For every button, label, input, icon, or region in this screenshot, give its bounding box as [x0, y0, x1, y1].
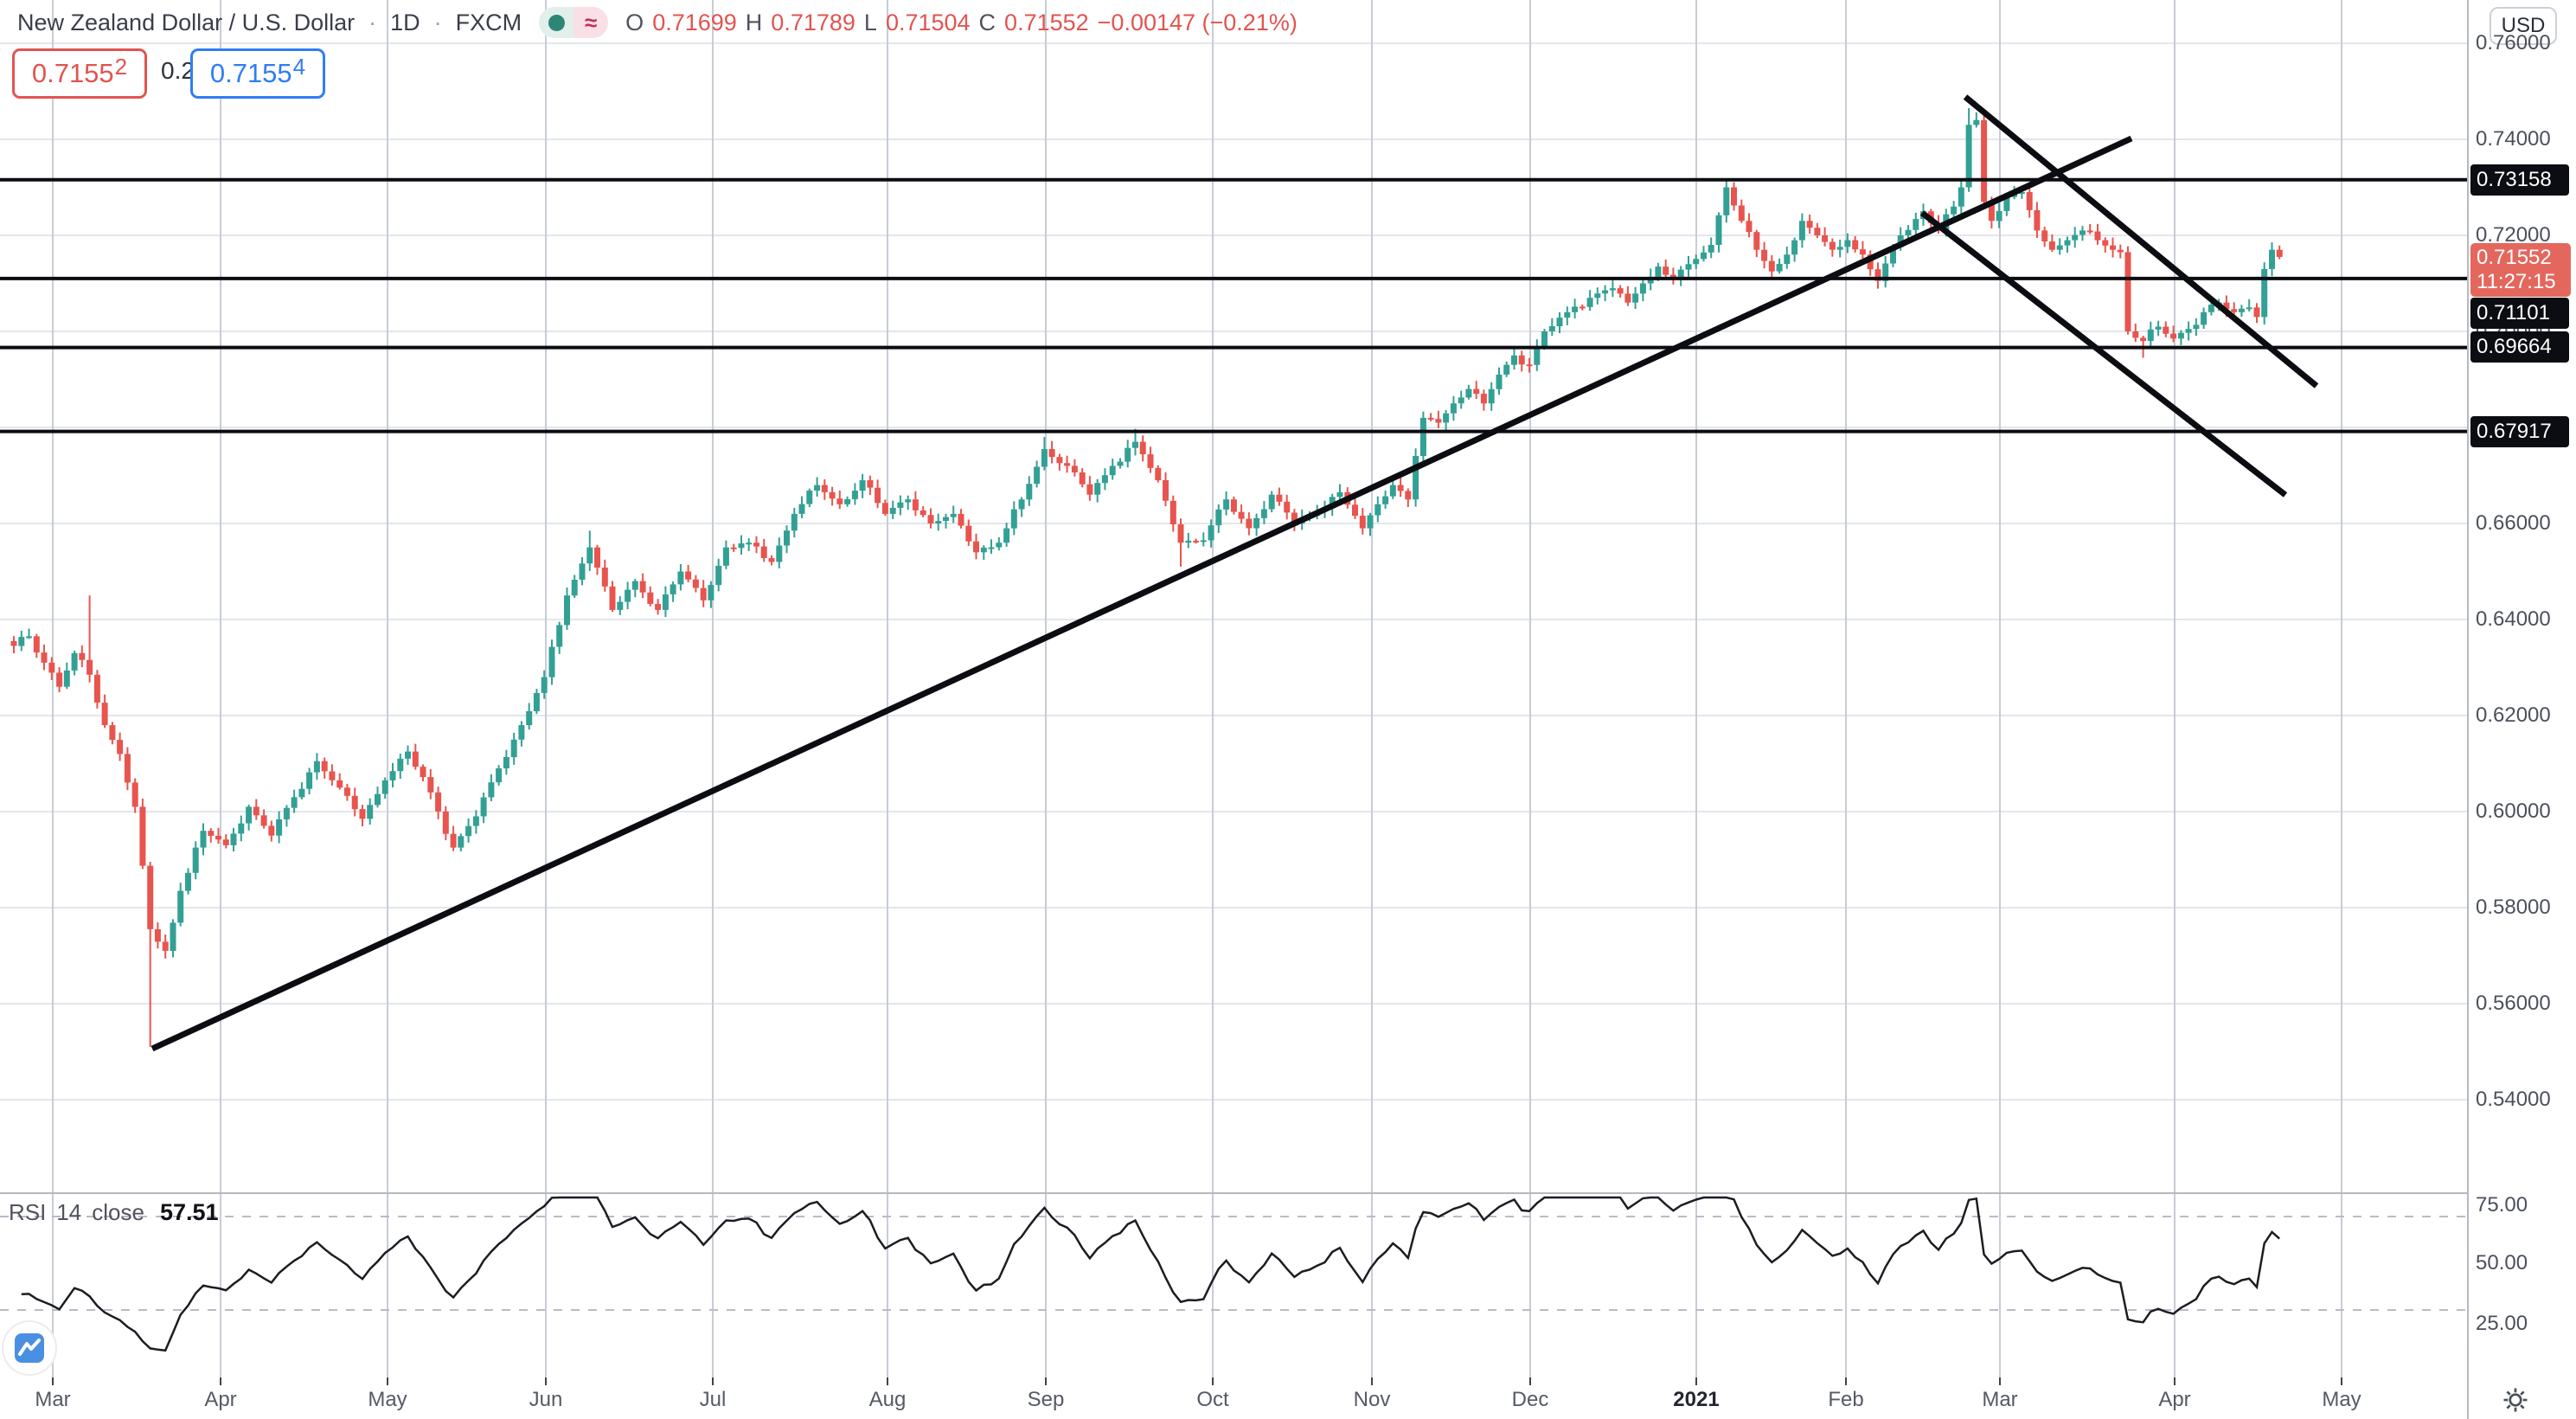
rsi-header[interactable]: RSI 14 close 57.51: [9, 1199, 219, 1226]
sell-price-button[interactable]: 0.7155 2: [12, 48, 147, 99]
settings-gear-icon[interactable]: [2500, 1384, 2531, 1416]
title-separator: ·: [433, 9, 442, 35]
bid-price: 0.7155: [31, 58, 114, 88]
price-level-tag: 0.73158: [2470, 164, 2569, 196]
close-label: C: [978, 9, 996, 35]
delayed-data-icon: ≈: [574, 7, 609, 38]
price-level-tag: 0.71101: [2470, 298, 2569, 329]
time-axis-label: Apr: [204, 1388, 237, 1411]
title-separator: ·: [368, 9, 377, 35]
price-level-tag: 0.67917: [2470, 416, 2569, 447]
rsi-source: close: [92, 1199, 144, 1225]
time-axis-tickmark: [1695, 1377, 1697, 1385]
market-open-dot-icon: [548, 14, 565, 31]
time-axis-tickmark: [1045, 1377, 1047, 1385]
buy-price-button[interactable]: 0.7155 4: [190, 48, 325, 99]
high-label: H: [745, 9, 763, 35]
open-label: O: [625, 9, 644, 35]
time-axis[interactable]: Mar Apr May Jun Jul Aug Sep Oct Nov Dec 2021 Feb Mar…: [0, 1377, 2467, 1419]
symbol-header: New Zealand Dollar / U.S. Dollar · 1D · …: [17, 7, 1298, 38]
time-axis-label: May: [2322, 1388, 2361, 1411]
time-axis-label: Mar: [35, 1388, 71, 1411]
price-axis-tick: 25.00: [2476, 1312, 2528, 1335]
rsi-length: 14: [56, 1199, 82, 1225]
time-axis-label: Mar: [1982, 1388, 2018, 1411]
time-axis-tickmark: [1529, 1377, 1531, 1385]
time-axis-label: Jul: [699, 1388, 727, 1411]
interval-label[interactable]: 1D: [390, 9, 420, 35]
price-axis-tick: 0.64000: [2476, 607, 2551, 631]
time-axis-label: Apr: [2158, 1388, 2191, 1411]
price-axis-tick: 0.76000: [2476, 31, 2551, 55]
mountain-chart-icon: [15, 1333, 44, 1363]
time-axis-label: Jun: [529, 1388, 563, 1411]
time-axis-tickmark: [887, 1377, 888, 1385]
bar-countdown: 11:27:15: [2477, 270, 2556, 293]
time-axis-tickmark: [52, 1377, 54, 1385]
exchange-label[interactable]: FXCM: [455, 9, 522, 35]
time-axis-tickmark: [1212, 1377, 1214, 1385]
pane-divider[interactable]: [0, 1192, 2576, 1194]
time-axis-tickmark: [220, 1377, 221, 1385]
open-value: 0.71699: [652, 9, 737, 35]
time-axis-tickmark: [1371, 1377, 1373, 1385]
bid-price-pip: 2: [114, 53, 128, 80]
time-axis-tickmark: [1845, 1377, 1847, 1385]
time-axis-label: Dec: [1511, 1388, 1549, 1411]
price-level-tag: 0.69664: [2470, 331, 2569, 363]
price-axis-tick: 0.54000: [2476, 1088, 2551, 1111]
time-axis-tickmark: [545, 1377, 547, 1385]
time-axis-label: May: [368, 1388, 407, 1411]
price-axis-tick: 0.74000: [2476, 127, 2551, 151]
rsi-current-value: 57.51: [159, 1199, 219, 1225]
time-axis-tickmark: [387, 1377, 388, 1385]
candlestick-chart[interactable]: [0, 0, 2467, 1192]
price-axis-tick: 75.00: [2476, 1193, 2528, 1217]
ask-price: 0.7155: [209, 58, 292, 88]
last-price: 0.71552: [2477, 246, 2552, 269]
price-axis[interactable]: USD 0.760000.740000.720000.700000.660000…: [2467, 0, 2576, 1419]
low-value: 0.71504: [885, 9, 971, 35]
time-axis-label: Oct: [1196, 1388, 1229, 1411]
spread-value: 0.2: [161, 57, 195, 84]
time-axis-label: Aug: [868, 1388, 907, 1411]
last-price-tag: 0.71552 11:27:15: [2470, 243, 2571, 297]
price-axis-tick: 0.60000: [2476, 799, 2551, 823]
price-axis-tick: 0.72000: [2476, 223, 2551, 247]
change-value: −0.00147 (−0.21%): [1097, 9, 1298, 35]
price-axis-tick: 0.58000: [2476, 896, 2551, 919]
symbol-title[interactable]: New Zealand Dollar / U.S. Dollar: [17, 9, 356, 35]
low-label: L: [863, 9, 877, 35]
time-axis-label: 2021: [1673, 1388, 1720, 1411]
price-axis-tick: 0.62000: [2476, 703, 2551, 727]
price-axis-tick: 0.56000: [2476, 992, 2551, 1015]
time-axis-tickmark: [712, 1377, 714, 1385]
ohlc-readout: O 0.71699 H 0.71789 L 0.71504 C 0.71552 −0.0…: [625, 10, 1298, 36]
market-status-pill[interactable]: ≈: [539, 7, 609, 38]
time-axis-label: Nov: [1353, 1388, 1391, 1411]
rsi-indicator-pane[interactable]: [0, 1192, 2467, 1377]
price-axis-tick: 0.66000: [2476, 511, 2551, 535]
close-value: 0.71552: [1004, 9, 1089, 35]
price-axis-tick: 50.00: [2476, 1251, 2528, 1275]
time-axis-label: Feb: [1828, 1388, 1864, 1411]
ask-price-pip: 4: [292, 53, 306, 80]
rsi-title: RSI: [9, 1199, 47, 1225]
currency-toggle-button[interactable]: USD: [2489, 7, 2557, 45]
time-axis-tickmark: [2341, 1377, 2342, 1385]
time-axis-tickmark: [2174, 1377, 2176, 1385]
high-value: 0.71789: [771, 9, 855, 35]
time-axis-tickmark: [1999, 1377, 2001, 1385]
time-axis-label: Sep: [1027, 1388, 1065, 1411]
broker-logo[interactable]: [2, 1320, 57, 1376]
